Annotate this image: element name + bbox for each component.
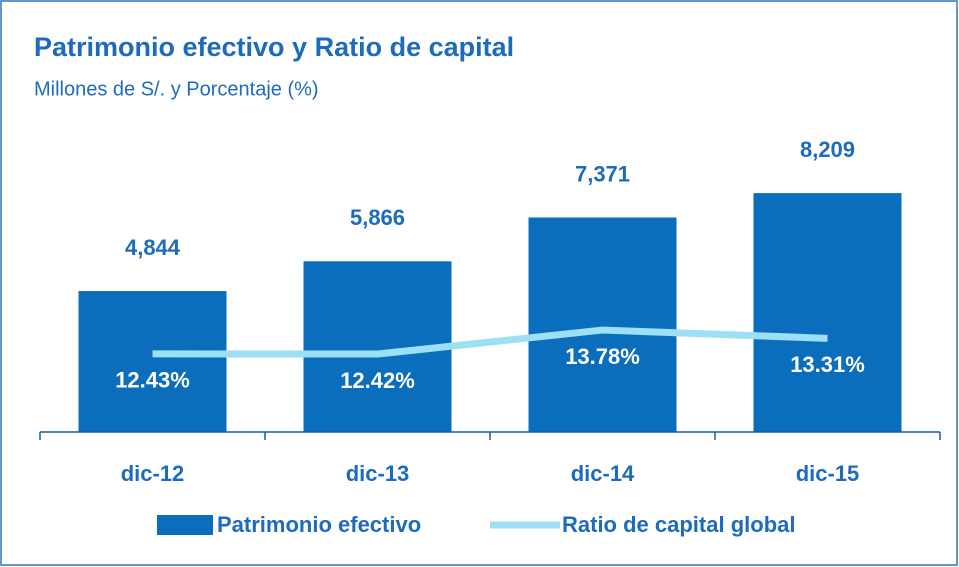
bar-value-label: 8,209 bbox=[800, 137, 855, 162]
x-tick-label: dic-15 bbox=[796, 461, 860, 486]
x-tick-label: dic-14 bbox=[571, 461, 635, 486]
bar bbox=[753, 193, 902, 432]
line-value-label: 13.78% bbox=[565, 344, 640, 369]
x-tick-label: dic-13 bbox=[346, 461, 410, 486]
legend-label: Patrimonio efectivo bbox=[217, 512, 421, 537]
line-value-label: 12.42% bbox=[340, 368, 415, 393]
bar bbox=[528, 217, 677, 432]
x-tick-label: dic-12 bbox=[121, 461, 185, 486]
bar-value-label: 5,866 bbox=[350, 205, 405, 230]
bar bbox=[78, 291, 227, 432]
line-value-label: 12.43% bbox=[115, 368, 190, 393]
bar-value-label: 7,371 bbox=[575, 161, 630, 186]
line bbox=[152, 326, 828, 358]
chart-title: Patrimonio efectivo y Ratio de capital bbox=[34, 32, 514, 62]
legend-swatch bbox=[157, 515, 213, 535]
chart-subtitle: Millones de S/. y Porcentaje (%) bbox=[34, 78, 319, 100]
line-value-label: 13.31% bbox=[790, 352, 865, 377]
legend-label: Ratio de capital global bbox=[562, 512, 795, 537]
bar-value-label: 4,844 bbox=[125, 235, 181, 260]
